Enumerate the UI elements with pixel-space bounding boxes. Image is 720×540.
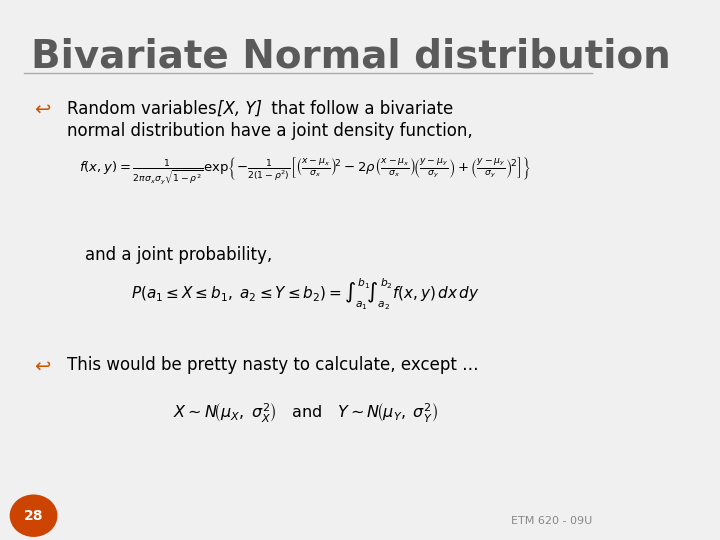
Text: This would be pretty nasty to calculate, except …: This would be pretty nasty to calculate,… <box>67 356 479 374</box>
Text: ↩: ↩ <box>34 356 50 375</box>
Text: that follow a bivariate: that follow a bivariate <box>266 100 453 118</box>
Text: $f(x,y) = \frac{1}{2\pi\sigma_x\sigma_y\sqrt{1-\rho^2}} \exp\!\left\{-\frac{1}{2: $f(x,y) = \frac{1}{2\pi\sigma_x\sigma_y\… <box>79 154 531 186</box>
Text: $X \sim N\!\left(\mu_X,\; \sigma^2_X\right)$   and   $Y \sim N\!\left(\mu_Y,\; \: $X \sim N\!\left(\mu_X,\; \sigma^2_X\rig… <box>173 402 438 424</box>
Text: ETM 620 - 09U: ETM 620 - 09U <box>510 516 592 526</box>
Text: 28: 28 <box>24 509 43 523</box>
Circle shape <box>10 495 57 536</box>
Text: $P(a_1 \leq X \leq b_1,\; a_2 \leq Y \leq b_2) = \int_{a_1}^{b_1}\!\int_{a_2}^{b: $P(a_1 \leq X \leq b_1,\; a_2 \leq Y \le… <box>131 276 480 312</box>
Text: and a joint probability,: and a joint probability, <box>86 246 273 264</box>
Text: Random variables: Random variables <box>67 100 222 118</box>
Text: normal distribution have a joint density function,: normal distribution have a joint density… <box>67 122 473 139</box>
Text: [X, Y]: [X, Y] <box>217 100 261 118</box>
Text: ↩: ↩ <box>34 100 50 119</box>
Text: Bivariate Normal distribution: Bivariate Normal distribution <box>30 38 670 76</box>
